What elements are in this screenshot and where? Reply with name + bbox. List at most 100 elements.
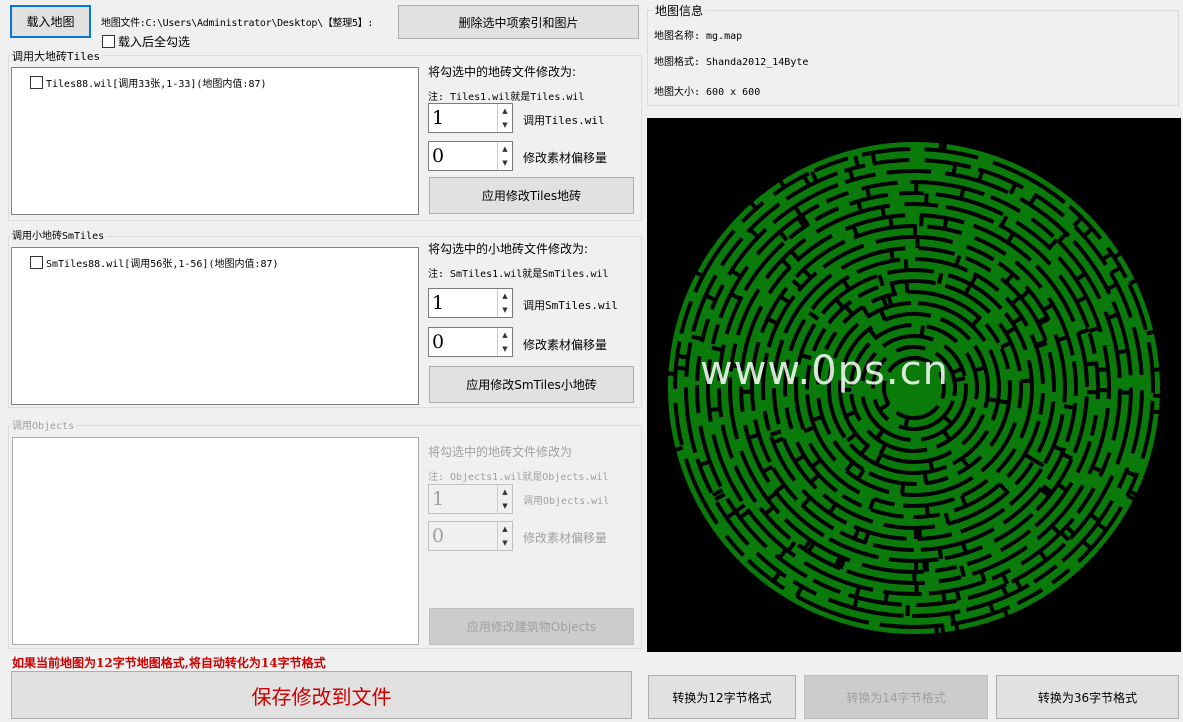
maze-wall (1126, 493, 1139, 503)
map-info-group (647, 10, 1179, 106)
maze-wall (671, 445, 684, 453)
maze-wall (938, 139, 944, 151)
maze-wall (803, 425, 816, 434)
stepper-arrows-icon[interactable]: ▲ ▼ (497, 104, 512, 132)
smtiles-list[interactable]: SmTiles88.wil[调用56张,1-56](地图内值:87) (11, 247, 419, 405)
stepper-value: 0 (432, 525, 445, 547)
tiles-change-label: 将勾选中的地砖文件修改为: (428, 65, 577, 79)
maze-ring (761, 235, 1067, 541)
maze-wall (942, 139, 948, 152)
maze-wall (714, 492, 726, 502)
maze-ring (739, 213, 1089, 563)
checkbox-icon[interactable] (30, 76, 43, 89)
objects-list[interactable] (12, 437, 419, 645)
delete-selected-button[interactable]: 删除选中项索引和图片 (398, 5, 639, 39)
maze-ring (750, 224, 1078, 552)
objects-offset-label: 修改素材偏移量 (523, 531, 608, 545)
objects-index-label: 调用Objects.wil (523, 496, 610, 507)
maze-wall (937, 547, 944, 560)
smtiles-note: 注: SmTiles1.wil就是SmTiles.wil (428, 269, 609, 280)
maze-ring (794, 268, 1034, 508)
stepper-arrows-icon[interactable]: ▲ ▼ (497, 289, 512, 317)
maze-wall (923, 193, 929, 205)
checkbox-icon[interactable] (30, 256, 43, 269)
maze-ring (706, 179, 1122, 596)
maze-ring (728, 202, 1100, 574)
tiles-note: 注: Tiles1.wil就是Tiles.wil (428, 92, 585, 103)
maze-wall (954, 589, 961, 601)
map-preview[interactable] (647, 118, 1181, 652)
maze-wall (1023, 452, 1036, 462)
tiles-index-stepper[interactable]: 1 ▲ ▼ (428, 103, 513, 133)
stepper-value: 1 (432, 488, 445, 510)
convert-14byte-button[interactable]: 转换为14字节格式 (804, 675, 988, 719)
select-all-label: 载入后全勾选 (118, 35, 191, 49)
maze-ring (882, 356, 946, 420)
maze-wall (810, 171, 819, 183)
smtiles-offset-label: 修改素材偏移量 (523, 338, 608, 352)
maze-wall (934, 625, 940, 638)
objects-index-stepper[interactable]: 1 ▲ ▼ (428, 484, 513, 514)
maze-wall (868, 498, 876, 510)
stepper-arrows-icon[interactable]: ▲ ▼ (497, 522, 512, 550)
maze-wall (664, 371, 676, 376)
maze-wall (691, 334, 704, 342)
save-to-file-button[interactable]: 保存修改到文件 (11, 671, 632, 719)
maze-wall (1146, 329, 1158, 336)
smtiles-index-label: 调用SmTiles.wil (523, 299, 618, 312)
objects-note: 注: Objects1.wil就是Objects.wil (428, 472, 609, 483)
checkbox-icon[interactable] (102, 35, 115, 48)
maze-ring (871, 345, 957, 431)
map-info-title: 地图信息 (653, 2, 706, 19)
maze-wall (791, 278, 803, 290)
maze-ring (826, 301, 1001, 475)
maze-wall (953, 376, 966, 383)
stepper-arrows-icon[interactable]: ▲ ▼ (497, 328, 512, 356)
maze-wall (711, 345, 724, 352)
maze-wall (838, 557, 847, 570)
maze-ring (684, 158, 1144, 618)
maze-wall (853, 155, 860, 168)
apply-objects-button[interactable]: 应用修改建筑物Objects (429, 608, 634, 645)
maze-wall (1128, 277, 1140, 286)
list-item-label: Tiles88.wil[调用33张,1-33](地图内值:87) (46, 79, 267, 90)
stepper-arrows-icon[interactable]: ▲ ▼ (497, 142, 512, 170)
maze-wall (692, 269, 704, 278)
load-map-button[interactable]: 载入地图 (10, 5, 91, 38)
smtiles-index-stepper[interactable]: 1 ▲ ▼ (428, 288, 513, 318)
stepper-value: 1 (432, 292, 445, 314)
maze-wall (953, 254, 962, 267)
tiles-group (8, 55, 642, 221)
list-item[interactable]: SmTiles88.wil[调用56张,1-56](地图内值:87) (30, 255, 279, 270)
watermark: www.0ps.cn (700, 348, 949, 394)
maze-wall (1059, 530, 1071, 542)
maze-wall (711, 488, 724, 497)
maze-ring (783, 257, 1045, 519)
maze-wall (1151, 409, 1163, 415)
maze-wall (936, 272, 944, 285)
maze-ring (838, 312, 990, 464)
list-item[interactable]: Tiles88.wil[调用33张,1-33](地图内值:87) (30, 75, 267, 90)
objects-offset-stepper[interactable]: 0 ▲ ▼ (428, 521, 513, 551)
smtiles-change-label: 将勾选中的小地砖文件修改为: (428, 242, 589, 256)
stepper-value: 0 (432, 331, 445, 353)
maze-ring (673, 147, 1155, 629)
maze-wall (922, 560, 928, 572)
format-warning: 如果当前地图为12字节地图格式,将自动转化为14字节格式 (12, 656, 326, 670)
map-size: 地图大小: 600 x 600 (654, 87, 761, 98)
smtiles-offset-stepper[interactable]: 0 ▲ ▼ (428, 327, 513, 357)
maze-wall (747, 198, 758, 210)
convert-36byte-button[interactable]: 转换为36字节格式 (996, 675, 1179, 719)
apply-tiles-button[interactable]: 应用修改Tiles地砖 (429, 177, 634, 214)
tiles-offset-stepper[interactable]: 0 ▲ ▼ (428, 141, 513, 171)
maze-wall (1128, 489, 1141, 498)
tiles-index-label: 调用Tiles.wil (523, 114, 605, 127)
convert-12byte-button[interactable]: 转换为12字节格式 (648, 675, 796, 719)
maze-wall (919, 325, 925, 337)
stepper-arrows-icon[interactable]: ▲ ▼ (497, 485, 512, 513)
select-all-checkbox[interactable]: 载入后全勾选 (102, 33, 190, 50)
maze-wall (959, 565, 966, 578)
apply-smtiles-button[interactable]: 应用修改SmTiles小地砖 (429, 366, 634, 403)
tiles-list[interactable]: Tiles88.wil[调用33张,1-33](地图内值:87) (11, 67, 419, 215)
maze-center (896, 370, 932, 406)
